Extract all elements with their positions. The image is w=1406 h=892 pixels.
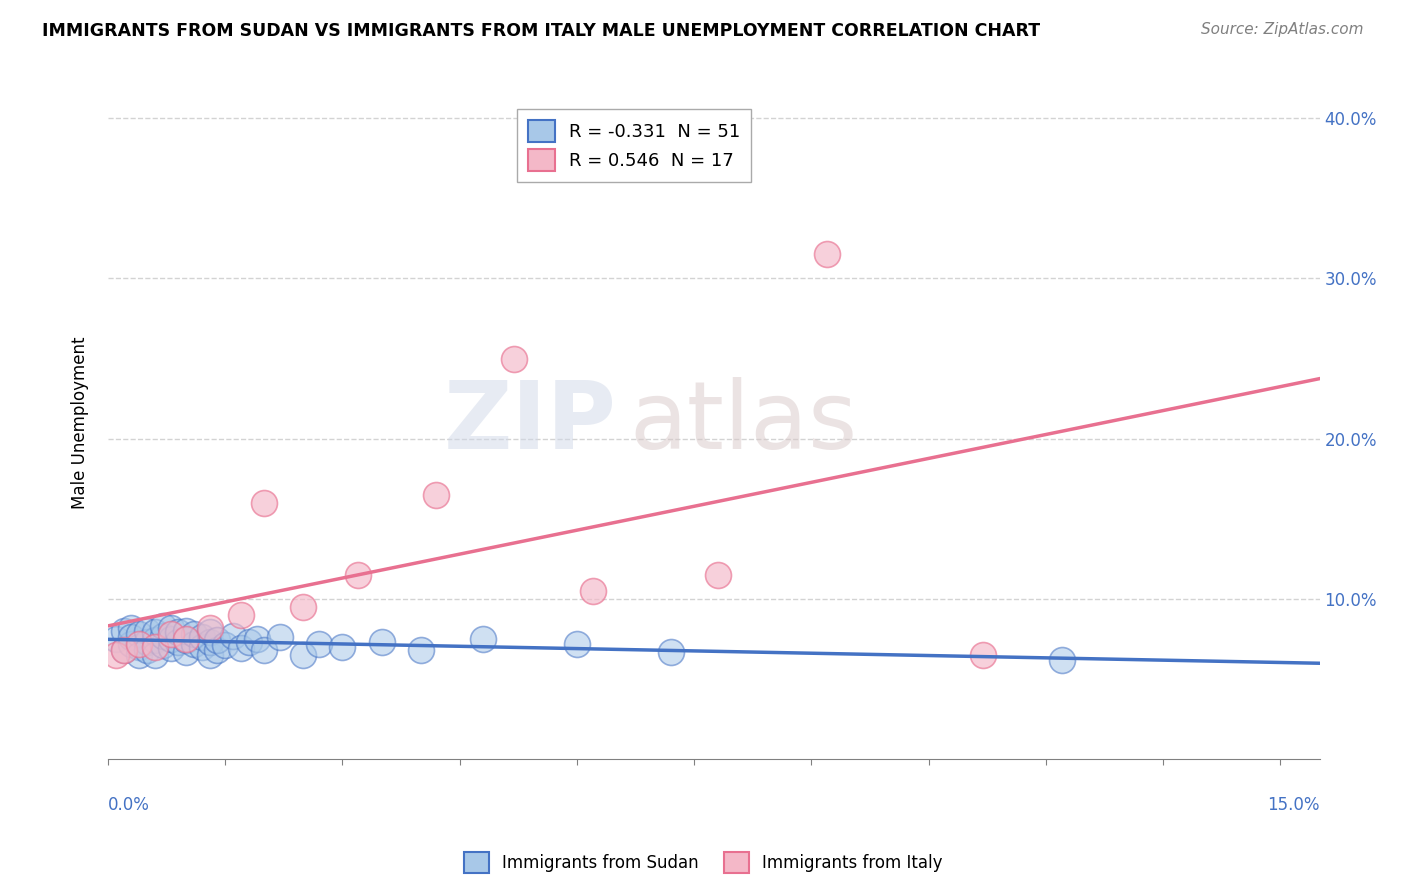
- Point: [143, 640, 166, 654]
- Point: [120, 636, 142, 650]
- Point: [214, 638, 236, 652]
- Point: [370, 635, 392, 649]
- Point: [308, 636, 330, 650]
- Point: [167, 635, 190, 649]
- Point: [152, 638, 174, 652]
- Point: [104, 648, 127, 662]
- Point: [183, 627, 205, 641]
- Point: [229, 607, 252, 622]
- Point: [425, 488, 447, 502]
- Point: [198, 635, 221, 649]
- Point: [174, 632, 197, 646]
- Point: [159, 632, 181, 646]
- Point: [152, 619, 174, 633]
- Point: [128, 640, 150, 654]
- Point: [207, 633, 229, 648]
- Point: [565, 636, 588, 650]
- Point: [332, 640, 354, 654]
- Point: [659, 644, 682, 658]
- Y-axis label: Male Unemployment: Male Unemployment: [72, 336, 89, 508]
- Point: [104, 632, 127, 646]
- Point: [128, 648, 150, 662]
- Point: [207, 643, 229, 657]
- Point: [112, 643, 135, 657]
- Point: [706, 567, 728, 582]
- Point: [198, 625, 221, 640]
- Point: [128, 636, 150, 650]
- Point: [159, 620, 181, 634]
- Text: IMMIGRANTS FROM SUDAN VS IMMIGRANTS FROM ITALY MALE UNEMPLOYMENT CORRELATION CHA: IMMIGRANTS FROM SUDAN VS IMMIGRANTS FROM…: [42, 22, 1040, 40]
- Point: [128, 627, 150, 641]
- Point: [112, 624, 135, 638]
- Point: [347, 567, 370, 582]
- Point: [581, 583, 603, 598]
- Point: [269, 630, 291, 644]
- Text: ZIP: ZIP: [444, 376, 617, 468]
- Point: [136, 624, 159, 638]
- Point: [167, 625, 190, 640]
- Point: [143, 633, 166, 648]
- Point: [198, 648, 221, 662]
- Point: [120, 630, 142, 644]
- Point: [174, 633, 197, 648]
- Point: [815, 247, 838, 261]
- Point: [159, 641, 181, 656]
- Point: [174, 624, 197, 638]
- Text: atlas: atlas: [628, 376, 858, 468]
- Text: Source: ZipAtlas.com: Source: ZipAtlas.com: [1201, 22, 1364, 37]
- Point: [198, 620, 221, 634]
- Point: [253, 495, 276, 509]
- Point: [1050, 652, 1073, 666]
- Point: [136, 643, 159, 657]
- Point: [120, 620, 142, 634]
- Point: [191, 640, 214, 654]
- Point: [143, 625, 166, 640]
- Point: [503, 351, 526, 366]
- Point: [253, 643, 276, 657]
- Legend: R = -0.331  N = 51, R = 0.546  N = 17: R = -0.331 N = 51, R = 0.546 N = 17: [517, 109, 751, 182]
- Point: [183, 636, 205, 650]
- Text: 15.0%: 15.0%: [1267, 796, 1320, 814]
- Point: [292, 599, 315, 614]
- Point: [112, 643, 135, 657]
- Point: [245, 632, 267, 646]
- Text: 0.0%: 0.0%: [108, 796, 150, 814]
- Point: [152, 628, 174, 642]
- Point: [191, 630, 214, 644]
- Point: [238, 635, 260, 649]
- Point: [174, 644, 197, 658]
- Point: [409, 643, 432, 657]
- Point: [292, 648, 315, 662]
- Point: [222, 628, 245, 642]
- Legend: Immigrants from Sudan, Immigrants from Italy: Immigrants from Sudan, Immigrants from I…: [457, 846, 949, 880]
- Point: [159, 627, 181, 641]
- Point: [472, 632, 495, 646]
- Point: [143, 648, 166, 662]
- Point: [972, 648, 994, 662]
- Point: [229, 641, 252, 656]
- Point: [136, 635, 159, 649]
